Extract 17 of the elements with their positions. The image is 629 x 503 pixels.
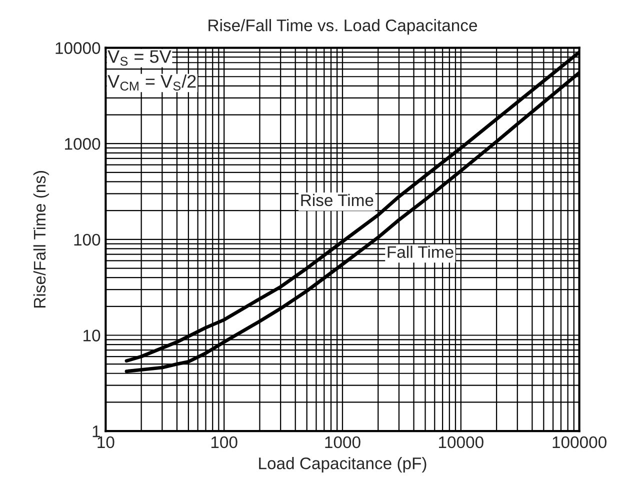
y-tick-label: 1000 xyxy=(65,138,100,150)
x-tick-label: 10 xyxy=(98,436,114,448)
annotation: V$_{S}$ = 5V xyxy=(108,50,172,66)
y-axis-title: Rise/Fall Time (ns) xyxy=(33,171,49,308)
chart-title: Rise/Fall Time vs. Load Capacitance xyxy=(208,19,478,35)
x-tick-label: 1000 xyxy=(325,436,360,448)
annotation: V$_{CM}$ = V$_{S}$/2 xyxy=(108,74,196,91)
y-tick-label: 1 xyxy=(92,426,100,438)
series-label: Fall Time xyxy=(388,246,454,258)
x-tick-label: 100000 xyxy=(552,436,606,448)
x-axis-title: Load Capacitance (pF) xyxy=(259,457,426,473)
y-tick-label: 10 xyxy=(84,330,100,342)
x-tick-label: 10000 xyxy=(439,436,484,448)
y-tick-label: 100 xyxy=(74,234,100,246)
x-tick-label: 100 xyxy=(211,436,238,448)
y-tick-label: 10000 xyxy=(56,42,100,54)
series-label: Rise Time xyxy=(301,194,374,206)
